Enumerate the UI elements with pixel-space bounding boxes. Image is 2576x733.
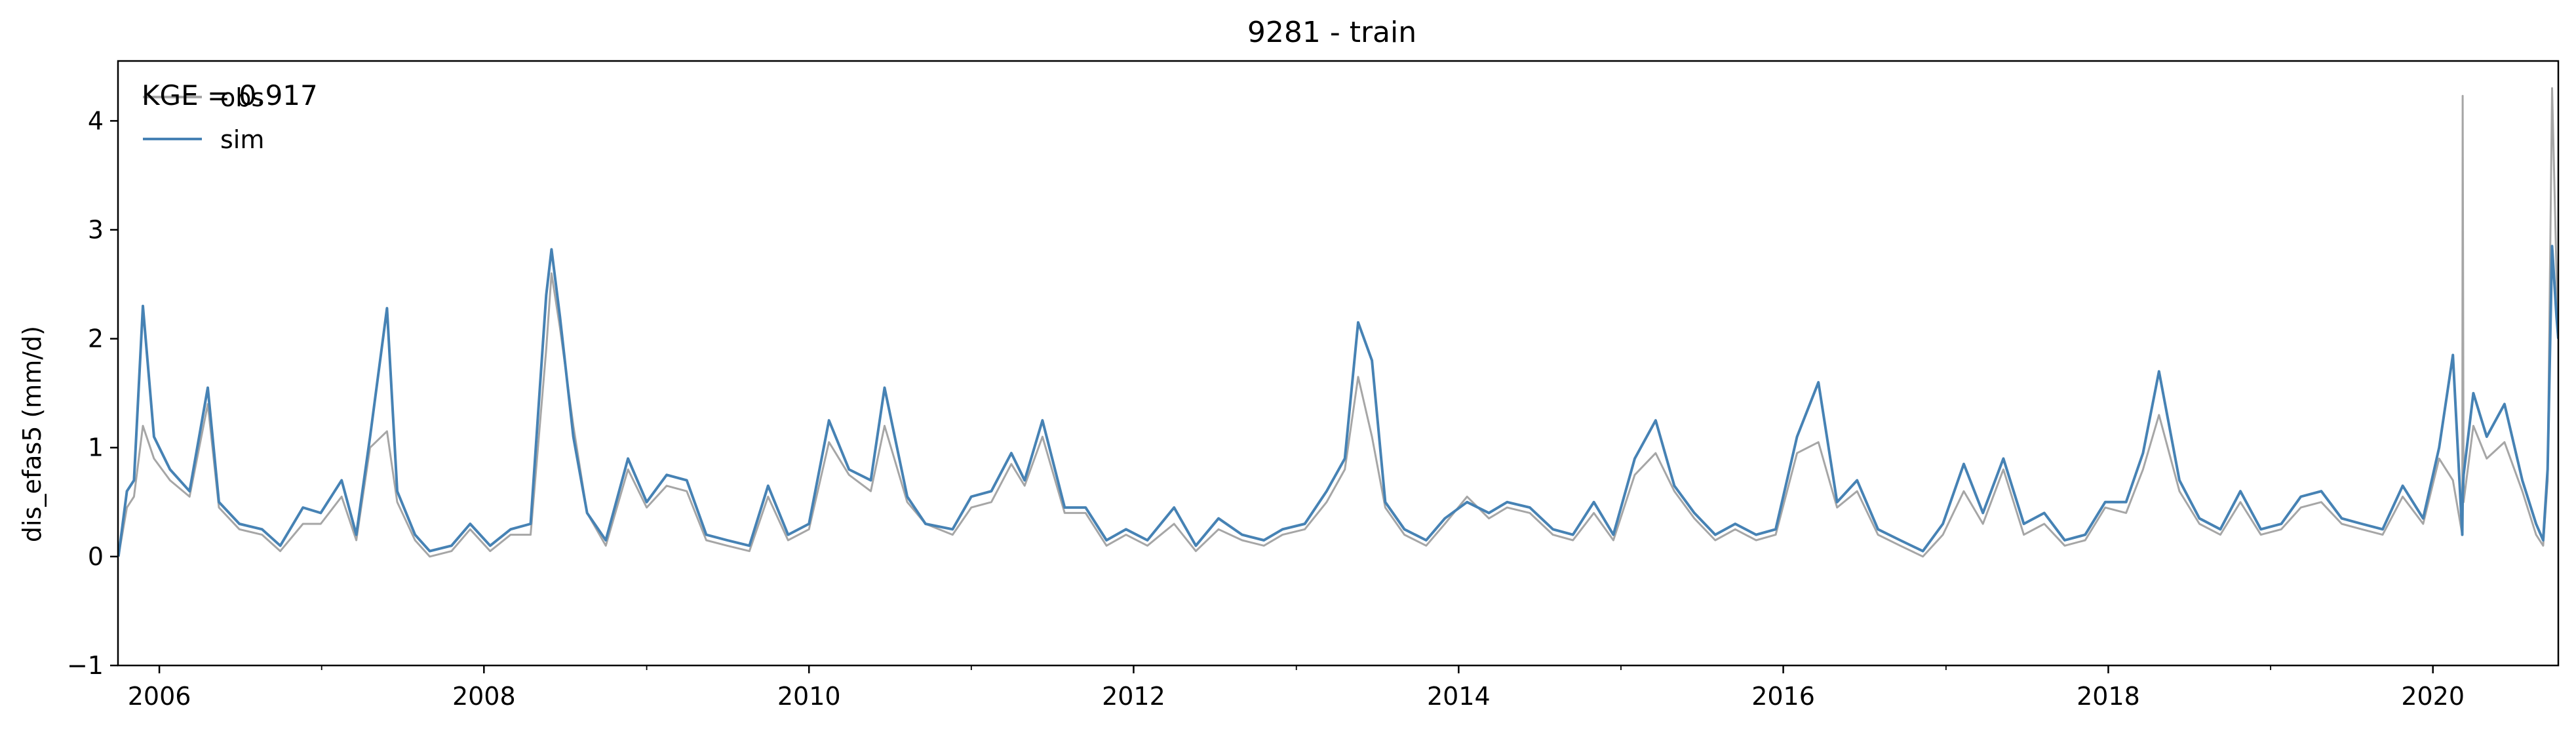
kge-annotation: KGE = 0.917 bbox=[142, 79, 318, 111]
x-tick-label: 2014 bbox=[1427, 682, 1491, 711]
y-tick-label: 0 bbox=[88, 542, 104, 571]
x-tick-label: 2012 bbox=[1102, 682, 1165, 711]
series-layer bbox=[118, 87, 2558, 558]
y-tick-label: 4 bbox=[88, 106, 104, 135]
x-axis-ticks: 2006 2008 2010 2012 2014 2016 2018 2020 bbox=[128, 665, 2465, 711]
plot-frame bbox=[117, 60, 2560, 667]
x-tick-label: 2006 bbox=[128, 682, 191, 711]
legend-label-sim: sim bbox=[220, 125, 264, 154]
x-tick-label: 2008 bbox=[452, 682, 516, 711]
legend: obs sim bbox=[143, 83, 264, 154]
legend-label-obs: obs bbox=[220, 83, 264, 112]
x-tick-label: 2016 bbox=[1751, 682, 1815, 711]
y-axis-label: dis_efas5 (mm/d) bbox=[18, 326, 47, 542]
y-axis-ticks: −1 0 1 2 3 4 bbox=[67, 106, 118, 680]
y-tick-label: 2 bbox=[88, 325, 104, 353]
y-tick-label: 1 bbox=[88, 433, 104, 462]
series-line-sim bbox=[118, 245, 2558, 557]
x-tick-label: 2018 bbox=[2077, 682, 2140, 711]
y-tick-label: −1 bbox=[67, 651, 104, 680]
x-tick-label: 2020 bbox=[2401, 682, 2465, 711]
y-tick-label: 3 bbox=[88, 215, 104, 244]
chart-title: 9281 - train bbox=[1247, 16, 1416, 49]
x-tick-label: 2010 bbox=[777, 682, 841, 711]
series-line-obs bbox=[118, 87, 2558, 558]
